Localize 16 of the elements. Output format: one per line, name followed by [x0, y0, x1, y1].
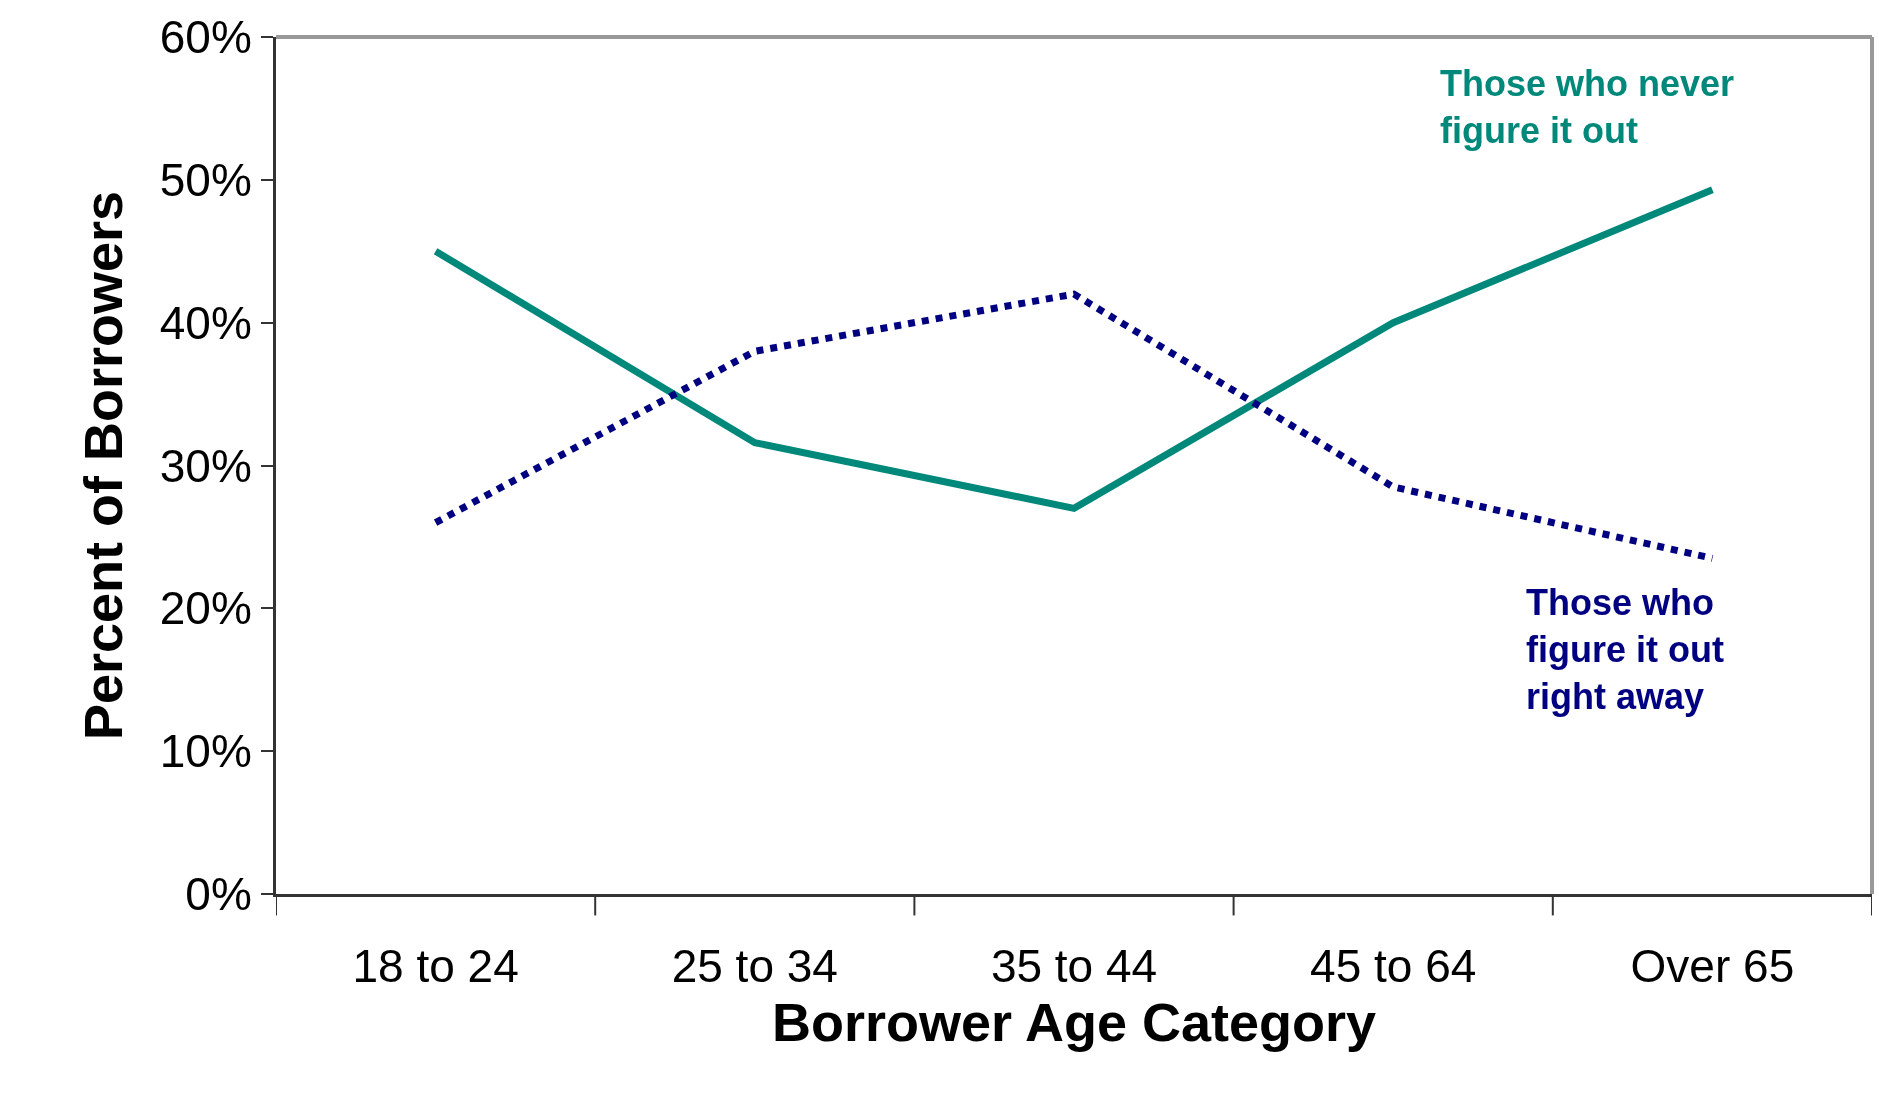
y-tick-label: 10% [159, 725, 252, 778]
series-label: Those who figure it out right away [1526, 582, 1724, 717]
y-axis-title: Percent of Borrowers [73, 190, 134, 741]
x-tick-label: 25 to 34 [671, 940, 838, 993]
x-tick-label: 18 to 24 [352, 940, 519, 993]
y-tick-label: 60% [159, 11, 252, 64]
series-label: Those who never figure it out [1440, 63, 1735, 151]
y-tick-label: 20% [159, 582, 252, 635]
y-tick-label: 30% [159, 439, 252, 492]
x-tick-label: 45 to 64 [1310, 940, 1477, 993]
x-tick-label: 35 to 44 [990, 940, 1158, 993]
y-tick-label: 0% [185, 868, 252, 921]
y-tick-label: 40% [159, 296, 252, 349]
y-tick-label: 50% [159, 153, 252, 206]
x-axis-title: Borrower Age Category [771, 992, 1377, 1053]
x-tick-label: Over 65 [1630, 940, 1795, 993]
